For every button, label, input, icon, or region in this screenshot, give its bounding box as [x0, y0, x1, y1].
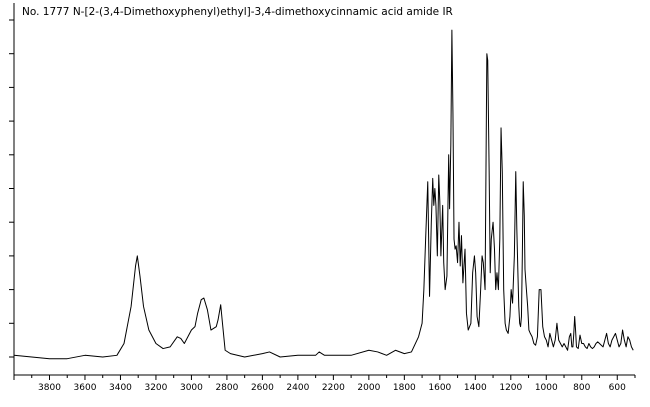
x-tick-label: 3600 — [74, 383, 97, 393]
x-tick-label: 3800 — [38, 383, 61, 393]
x-tick-label: 1400 — [464, 383, 487, 393]
x-tick-label: 1800 — [393, 383, 416, 393]
x-tick-label: 3400 — [109, 383, 132, 393]
x-tick-label: 1600 — [428, 383, 451, 393]
x-tick-label: 2000 — [357, 383, 380, 393]
x-axis: 3800 3600 3400 3200 3000 2800 2600 2400 2200 2000… — [13, 374, 636, 393]
x-tick-label: 1000 — [535, 383, 558, 393]
x-tick-label: 600 — [609, 383, 626, 393]
x-tick-label: 2800 — [215, 383, 238, 393]
chart-title: No. 1777 N-[2-(3,4-Dimethoxyphenyl)ethyl… — [22, 6, 453, 18]
x-tick-label: 1200 — [499, 383, 522, 393]
spectrum-line — [13, 29, 634, 360]
x-tick-label: 3000 — [180, 383, 203, 393]
series-layer — [13, 29, 634, 360]
x-tick-label: 2600 — [251, 383, 274, 393]
y-axis — [9, 3, 15, 375]
x-tick-label: 3200 — [144, 383, 167, 393]
x-tick-label: 2200 — [322, 383, 345, 393]
x-tick-label: 2400 — [286, 383, 309, 393]
x-tick-label: 800 — [573, 383, 590, 393]
